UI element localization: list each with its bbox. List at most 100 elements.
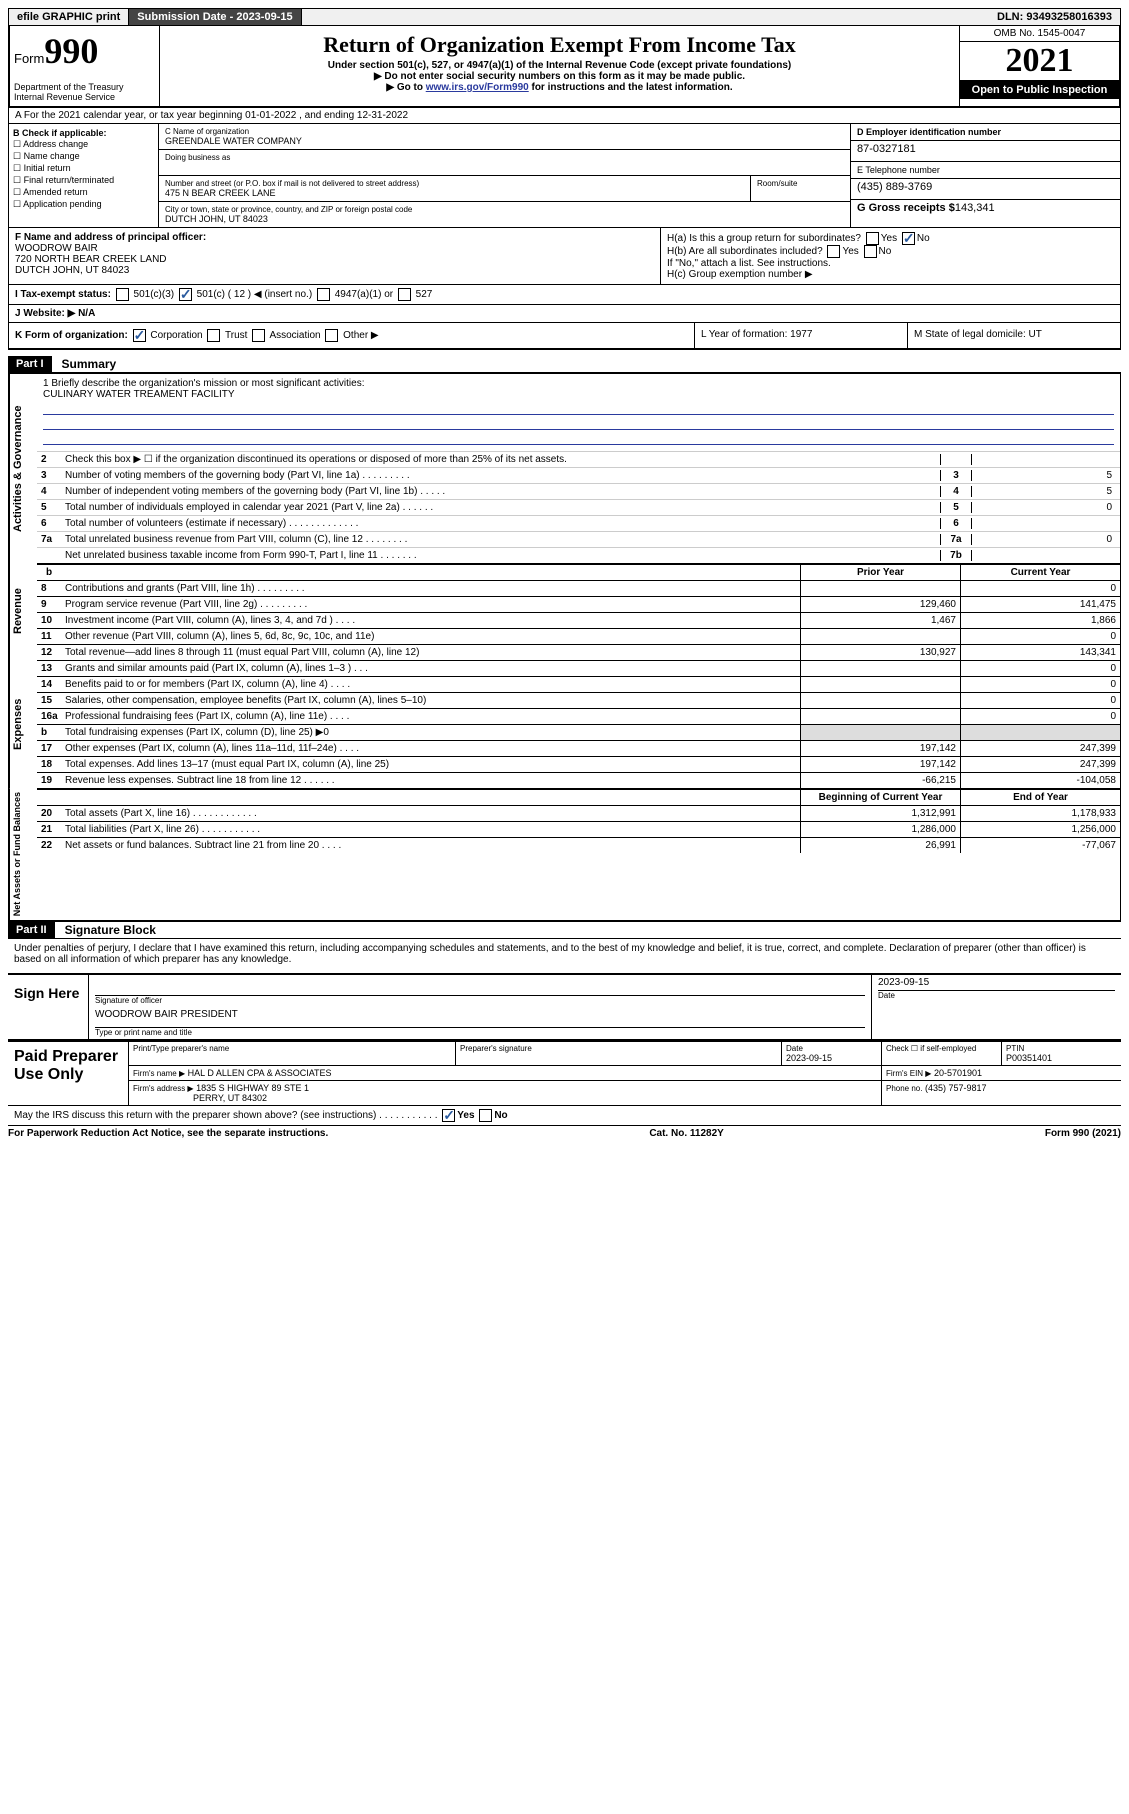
footer-left: For Paperwork Reduction Act Notice, see … (8, 1128, 328, 1139)
phone: (435) 889-3769 (851, 179, 1120, 200)
col-de: D Employer identification number 87-0327… (850, 124, 1120, 227)
ck-501c3[interactable] (116, 288, 129, 301)
ha-yes[interactable] (866, 232, 879, 245)
sidebar-governance: Activities & Governance (9, 374, 37, 563)
gov-line: 2Check this box ▶ ☐ if the organization … (37, 451, 1120, 467)
officer-name: WOODROW BAIR (15, 243, 654, 254)
street: 475 N BEAR CREEK LANE (165, 188, 744, 198)
hb-label: H(b) Are all subordinates included? (667, 246, 823, 257)
ha-no[interactable] (902, 232, 915, 245)
firm-ein: Firm's EIN ▶ 20-5701901 (881, 1066, 1121, 1080)
gross-label: G Gross receipts $ (857, 202, 955, 214)
date-label: Date (878, 991, 1115, 1000)
sign-right: 2023-09-15 Date (871, 975, 1121, 1039)
hb-no[interactable] (864, 245, 877, 258)
dba-cell: Doing business as (159, 150, 850, 176)
room-label: Room/suite (750, 176, 850, 201)
dba-label: Doing business as (165, 153, 844, 162)
omb-number: OMB No. 1545-0047 (960, 26, 1119, 42)
row-a-taxyear: A For the 2021 calendar year, or tax yea… (8, 108, 1121, 124)
gross-receipts: G Gross receipts $143,341 (851, 200, 1120, 220)
subdate-label: Submission Date - (137, 11, 236, 23)
footer-right: Form 990 (2021) (1045, 1128, 1121, 1139)
prep-self: Check ☐ if self-employed (881, 1042, 1001, 1065)
ck-initial-return[interactable]: ☐ Initial return (13, 163, 154, 174)
header-left: Form990 Department of the Treasury Inter… (10, 26, 160, 106)
may-no[interactable] (479, 1109, 492, 1122)
ck-corp[interactable] (133, 329, 146, 342)
irs-link[interactable]: www.irs.gov/Form990 (426, 82, 529, 93)
sign-here-block: Sign Here Signature of officer WOODROW B… (8, 973, 1121, 1040)
ha-label: H(a) Is this a group return for subordin… (667, 233, 861, 244)
sub3-post: for instructions and the latest informat… (529, 82, 733, 93)
sidebar-revenue: Revenue (9, 563, 37, 660)
header-right: OMB No. 1545-0047 2021 Open to Public In… (959, 26, 1119, 106)
ck-trust[interactable] (207, 329, 220, 342)
ck-other[interactable] (325, 329, 338, 342)
prep-sig-hdr: Preparer's signature (455, 1042, 781, 1065)
ck-501c[interactable] (179, 288, 192, 301)
curr-year-hdr: Current Year (960, 563, 1120, 580)
officer-label: F Name and address of principal officer: (15, 232, 654, 243)
gov-line: Net unrelated business taxable income fr… (37, 547, 1120, 563)
efile-print-button[interactable]: efile GRAPHIC print (9, 9, 129, 25)
ck-amended[interactable]: ☐ Amended return (13, 187, 154, 198)
principal-officer: F Name and address of principal officer:… (9, 228, 660, 284)
sig-officer-label: Signature of officer (95, 996, 865, 1005)
state-domicile: M State of legal domicile: UT (907, 323, 1120, 348)
paid-preparer-label: Paid Preparer Use Only (8, 1042, 128, 1105)
may-yes[interactable] (442, 1109, 455, 1122)
tax-year: 2021 (960, 42, 1119, 81)
officer-addr2: DUTCH JOHN, UT 84023 (15, 265, 654, 276)
sign-here-label: Sign Here (8, 975, 88, 1039)
submission-date: Submission Date - 2023-09-15 (129, 9, 301, 25)
part2-badge: Part II (8, 922, 55, 938)
org-name-cell: C Name of organization GREENDALE WATER C… (159, 124, 850, 150)
form-title: Return of Organization Exempt From Incom… (164, 32, 955, 58)
ein-label: D Employer identification number (851, 124, 1120, 141)
ck-address-change[interactable]: ☐ Address change (13, 139, 154, 150)
form-990: 990 (44, 31, 98, 71)
ck-assoc[interactable] (252, 329, 265, 342)
declaration-text: Under penalties of perjury, I declare th… (8, 939, 1121, 969)
governance-section: Activities & Governance 1 Briefly descri… (8, 373, 1121, 563)
col-b-label: B Check if applicable: (13, 128, 154, 138)
form-header: Form990 Department of the Treasury Inter… (8, 26, 1121, 108)
may-discuss-text: May the IRS discuss this return with the… (14, 1110, 438, 1121)
gov-line: 7aTotal unrelated business revenue from … (37, 531, 1120, 547)
prep-date: Date2023-09-15 (781, 1042, 881, 1065)
lower-block: F Name and address of principal officer:… (8, 228, 1121, 285)
gov-line: 3Number of voting members of the governi… (37, 467, 1120, 483)
phone-label: E Telephone number (851, 162, 1120, 179)
rowk-label: K Form of organization: (15, 330, 128, 341)
col-b-checkboxes: B Check if applicable: ☐ Address change … (9, 124, 159, 227)
ck-app-pending[interactable]: ☐ Application pending (13, 199, 154, 210)
ck-name-change[interactable]: ☐ Name change (13, 151, 154, 162)
subtitle-2: ▶ Do not enter social security numbers o… (164, 71, 955, 82)
group-return: H(a) Is this a group return for subordin… (660, 228, 1120, 284)
mission-block: 1 Briefly describe the organization's mi… (37, 374, 1120, 451)
name-title-label: Type or print name and title (95, 1028, 865, 1037)
year-formation: L Year of formation: 1977 (694, 323, 907, 348)
main-info-block: B Check if applicable: ☐ Address change … (8, 124, 1121, 228)
preparer-block: Paid Preparer Use Only Print/Type prepar… (8, 1040, 1121, 1106)
tax-label: I Tax-exempt status: (15, 289, 111, 300)
subtitle-3: ▶ Go to www.irs.gov/Form990 for instruct… (164, 82, 955, 93)
firm-phone: Phone no. (435) 757-9817 (881, 1081, 1121, 1105)
org-name-label: C Name of organization (165, 127, 844, 136)
ck-527[interactable] (398, 288, 411, 301)
dept-treasury: Department of the Treasury Internal Reve… (14, 82, 155, 102)
gov-line: 6Total number of volunteers (estimate if… (37, 515, 1120, 531)
ck-final-return[interactable]: ☐ Final return/terminated (13, 175, 154, 186)
part1-badge: Part I (8, 356, 52, 372)
end-year-hdr: End of Year (960, 788, 1120, 805)
hb-yes[interactable] (827, 245, 840, 258)
netassets-section: Net Assets or Fund Balances Beginning of… (8, 788, 1121, 922)
part1-header: Part I Summary (8, 356, 1121, 373)
na-header: Beginning of Current Year End of Year (37, 788, 1120, 805)
gross-value: 143,341 (955, 202, 995, 214)
officer-addr1: 720 NORTH BEAR CREEK LAND (15, 254, 654, 265)
ck-4947[interactable] (317, 288, 330, 301)
subdate-value: 2023-09-15 (236, 11, 292, 23)
part2-header: Part II Signature Block (8, 922, 1121, 939)
